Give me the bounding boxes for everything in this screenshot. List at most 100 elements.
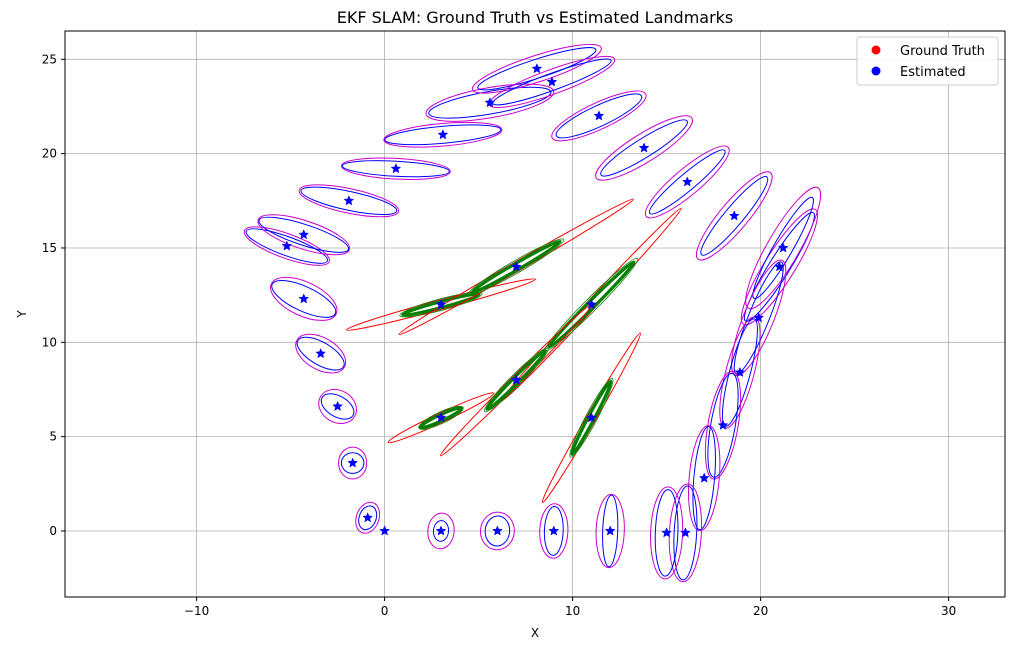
axis-ticks: −10 0 10 20 30 0 5 10 15 20 25: [42, 52, 957, 618]
pose-inner-covariance-ellipse: [707, 372, 739, 478]
y-tick-label: 5: [49, 430, 57, 444]
pose-inner-covariance-ellipse: [721, 318, 758, 427]
estimated-landmark-marker: [586, 298, 597, 310]
pose-inner-covariance-ellipse: [654, 489, 679, 577]
x-tick-label: 10: [565, 604, 580, 618]
pose-outer-covariance-ellipse: [731, 259, 787, 377]
estimated-pose-marker: [777, 242, 789, 253]
pose-outer-covariance-ellipse: [551, 90, 647, 142]
pose-outer-covariance-ellipse: [270, 276, 338, 321]
plot-area: [243, 43, 822, 583]
estimated-pose-marker: [281, 240, 293, 251]
estimated-pose-marker: [531, 63, 543, 74]
pose-outer-covariance-ellipse: [595, 493, 625, 569]
landmark-ground-truth-ellipse: [541, 332, 641, 503]
pose-outer-covariance-ellipse: [383, 121, 503, 148]
estimated-pose-marker: [315, 347, 327, 359]
pose-outer-covariance-ellipse: [704, 371, 742, 480]
legend-estimated-marker: [871, 66, 881, 76]
estimated-pose-marker: [379, 525, 390, 536]
estimated-pose-marker: [347, 457, 359, 468]
pose-outer-covariance-ellipse: [427, 512, 455, 550]
y-tick-label: 20: [42, 147, 57, 161]
pose-outer-covariance-ellipse: [318, 388, 357, 424]
estimated-pose-marker: [437, 129, 449, 140]
estimated-landmark-marker: [510, 374, 522, 385]
grid-lines: [65, 31, 1005, 597]
legend-ground-truth-marker: [871, 45, 881, 55]
estimated-pose-marker: [681, 176, 693, 187]
estimated-pose-marker: [774, 261, 785, 272]
estimated-pose-marker: [298, 229, 310, 240]
landmark-estimate-outer-ellipse: [483, 347, 549, 413]
pose-outer-covariance-ellipse: [595, 115, 693, 181]
estimated-pose-marker: [484, 97, 496, 108]
pose-inner-covariance-ellipse: [555, 93, 643, 139]
estimated-pose-marker: [734, 366, 746, 378]
pose-outer-covariance-ellipse: [425, 83, 555, 122]
y-tick-label: 0: [49, 524, 57, 538]
y-tick-label: 25: [42, 52, 57, 66]
legend-box: [856, 36, 999, 86]
pose-inner-covariance-ellipse: [340, 452, 365, 474]
x-tick-label: −10: [184, 604, 209, 618]
estimated-landmark-marker: [435, 298, 447, 310]
pose-outer-covariance-ellipse: [471, 43, 602, 94]
pose-inner-covariance-ellipse: [692, 426, 716, 531]
estimated-pose-marker: [546, 76, 558, 87]
x-axis-label: X: [531, 626, 539, 640]
pose-inner-covariance-ellipse: [492, 58, 612, 106]
pose-inner-covariance-ellipse: [484, 515, 511, 547]
y-axis-label: Y: [15, 310, 29, 319]
x-tick-label: 0: [381, 604, 389, 618]
pose-inner-covariance-ellipse: [432, 520, 450, 542]
estimated-pose-marker: [698, 472, 710, 483]
pose-outer-covariance-ellipse: [695, 171, 773, 261]
estimated-pose-marker: [593, 110, 605, 121]
landmark-estimate-outer-ellipse: [468, 238, 565, 296]
pose-inner-covariance-ellipse: [700, 176, 769, 256]
pose-outer-covariance-ellipse: [745, 186, 822, 310]
pose-inner-covariance-ellipse: [543, 506, 564, 556]
pose-inner-covariance-ellipse: [258, 216, 350, 253]
estimated-landmark-marker: [510, 261, 522, 272]
pose-inner-covariance-ellipse: [602, 494, 619, 568]
estimated-pose-marker: [492, 525, 503, 536]
pose-outer-covariance-ellipse: [295, 333, 347, 374]
pose-outer-covariance-ellipse: [257, 214, 351, 256]
axes-frame: [64, 30, 1006, 598]
pose-outer-covariance-ellipse: [688, 425, 721, 532]
estimated-pose-marker: [343, 195, 355, 206]
estimated-pose-marker: [298, 293, 310, 304]
pose-inner-covariance-ellipse: [296, 336, 345, 371]
legend-ground-truth-label: Ground Truth: [900, 44, 985, 59]
x-tick-label: 20: [753, 604, 768, 618]
pose-inner-covariance-ellipse: [320, 393, 355, 420]
estimated-landmark-marker: [435, 412, 447, 423]
pose-outer-covariance-ellipse: [243, 226, 330, 266]
y-tick-label: 10: [42, 335, 57, 349]
estimated-pose-marker: [435, 525, 447, 536]
landmark-ground-truth-ellipse: [346, 278, 536, 331]
pose-inner-covariance-ellipse: [428, 86, 552, 119]
pose-outer-covariance-ellipse: [338, 446, 368, 480]
x-tick-label: 30: [941, 604, 956, 618]
pose-outer-covariance-ellipse: [479, 511, 515, 551]
estimated-pose-marker: [753, 312, 765, 323]
pose-inner-covariance-ellipse: [673, 485, 698, 581]
pose-inner-covariance-ellipse: [752, 196, 814, 300]
pose-inner-covariance-ellipse: [341, 160, 450, 178]
estimated-pose-marker: [362, 512, 374, 523]
pose-outer-covariance-ellipse: [355, 501, 381, 534]
estimated-pose-marker: [548, 525, 560, 536]
estimated-pose-marker: [661, 527, 672, 538]
pose-inner-covariance-ellipse: [358, 505, 378, 531]
estimated-pose-marker: [680, 527, 691, 538]
estimated-pose-marker: [604, 525, 616, 536]
pose-inner-covariance-ellipse: [300, 186, 398, 216]
legend: Ground Truth Estimated: [856, 36, 999, 86]
pose-outer-covariance-ellipse: [298, 184, 400, 218]
pose-inner-covariance-ellipse: [384, 124, 502, 146]
